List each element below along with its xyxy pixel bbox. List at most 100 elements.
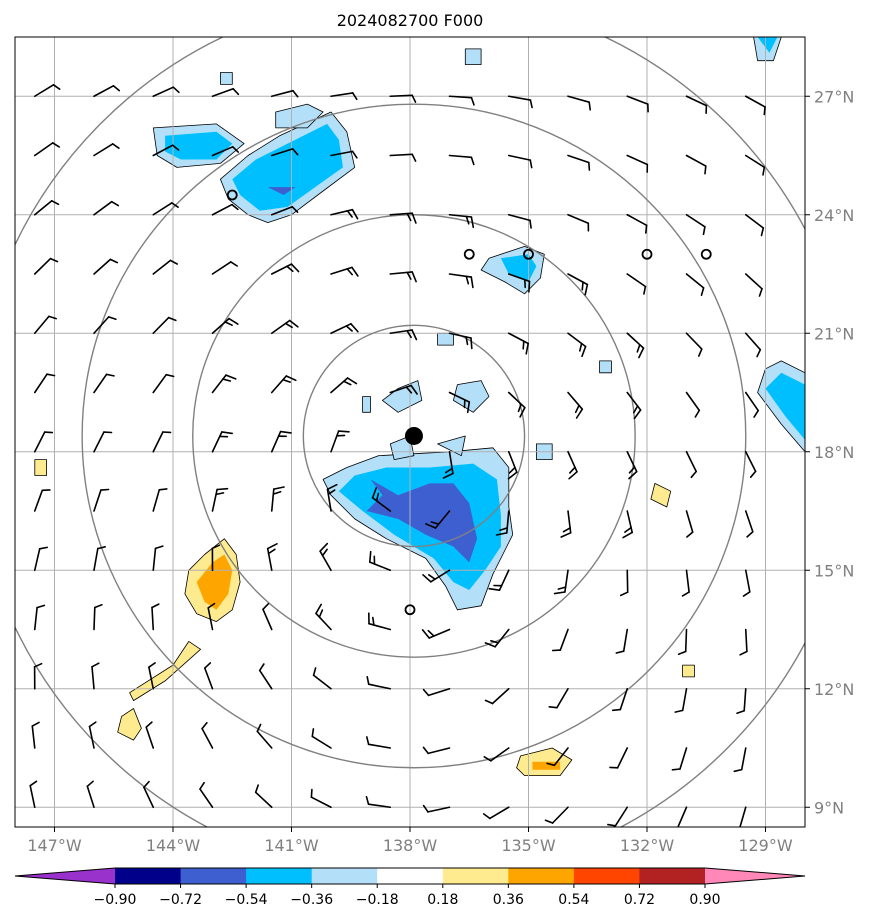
barb-staff [33,142,54,157]
wind-barb [201,721,214,749]
wind-barb [389,153,417,162]
barb-tick [422,688,430,697]
wind-barb [152,259,178,275]
barb-staff [685,332,703,350]
barb-staff [258,669,273,690]
wind-barb [211,431,233,453]
barb-staff [564,569,569,593]
barb-tick [607,823,617,827]
barb-tick [337,430,350,433]
colorbar-bin [377,868,444,884]
colorbar-bin [311,868,378,884]
wind-barb [211,487,229,512]
barb-tick [315,603,323,615]
y-tick-label: 15°N [814,561,854,580]
barb-staff [448,273,473,278]
barb-staff [368,622,392,631]
barb-tick [758,287,763,297]
wind-barb [389,384,418,395]
wind-barb [685,154,707,175]
wind-barb [507,450,518,480]
barb-tick [484,642,496,648]
wind-barb [330,322,359,335]
barb-staff [685,569,690,593]
barb-tick [529,159,533,169]
wind-barb [330,208,359,220]
barb-tick [611,708,622,712]
barb-tick [201,721,208,730]
barb-tick [216,487,229,491]
wind-barb [744,154,766,176]
shaded-region [532,761,561,770]
barb-tick [232,88,240,96]
barb-tick [285,375,297,382]
barb-tick [465,215,470,225]
barb-tick [470,216,475,229]
barb-tick [681,591,690,597]
barb-tick [574,404,580,414]
barb-staff [488,806,510,820]
colorbar-bin [508,868,575,884]
wind-barb [744,273,763,297]
wind-barb [33,489,51,512]
barb-tick [671,768,681,771]
wind-barb [421,628,451,639]
barb-tick [529,99,533,109]
wind-barb [93,143,120,157]
barb-staff [33,489,44,512]
barb-tick [291,206,299,213]
barb-staff [507,391,526,409]
wind-barb [626,332,645,359]
barb-tick [488,587,501,592]
wind-barbs [29,84,766,827]
colorbar-tick-label: −0.18 [356,892,399,908]
map-plot-area [15,37,805,827]
wind-barb [93,373,115,394]
barb-tick [568,470,578,480]
barb-tick [321,548,328,557]
shaded-region [437,435,466,457]
colorbar-bin [442,868,509,884]
barb-tick [704,165,707,175]
wind-barb [330,150,358,159]
barb-tick [470,96,475,106]
wind-barb [484,687,510,705]
barb-tick [508,466,516,474]
barb-tick [411,329,418,341]
barb-staff [93,258,112,275]
barb-tick [211,544,221,550]
wind-barb [425,510,451,529]
barb-staff [330,322,352,335]
barb-tick [143,780,150,789]
barb-tick [282,378,292,383]
barb-tick [292,89,299,98]
wind-barb [685,391,701,418]
barb-tick [94,603,103,609]
barb-staff [744,273,763,290]
wind-barb [33,84,61,98]
barb-tick [622,531,634,539]
barb-tick [375,492,380,502]
barb-staff [368,561,392,572]
barb-staff [367,683,392,690]
barb-staff [33,315,50,335]
barb-tick [254,784,260,794]
wind-barb [609,747,629,769]
wind-barb [93,258,119,275]
barb-tick [109,258,119,264]
barb-tick [290,263,300,273]
shaded-region [682,664,695,678]
wind-barb [33,257,59,275]
barb-staff [33,84,55,98]
barb-staff [389,271,414,275]
barb-staff [315,612,332,631]
barb-tick [507,471,518,480]
wind-barb [744,332,762,358]
wind-barb [152,431,172,453]
shaded-region [275,103,324,129]
barb-tick [529,219,532,229]
barb-staff [448,332,472,339]
barb-staff [330,208,354,216]
barb-tick [490,639,500,644]
barb-tick [49,257,59,263]
